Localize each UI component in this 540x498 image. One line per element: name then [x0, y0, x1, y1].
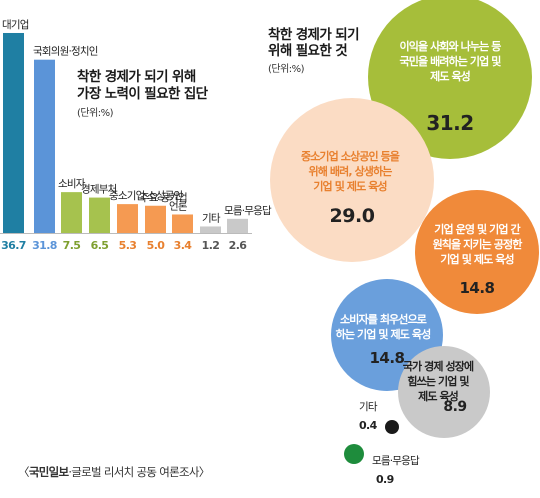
bar-chart: 대기업 36.7 국회의원·정치인 31.8 소비자 7.5 경제부처 6.5 중소기업·소상공…: [0, 18, 273, 252]
bar-category-label: 기타: [202, 212, 221, 224]
bubble: [398, 346, 490, 438]
bubble-value: 14.8: [369, 349, 404, 367]
bar: [34, 59, 55, 233]
bar-category-label: 주요 공기업: [140, 191, 187, 204]
bar: [61, 192, 82, 233]
source-text: 〈국민일보·글로벌 리서치 공동 여론조사〉: [18, 465, 210, 479]
bubble-label: 이익을 사회와 나누는 등 국민을 배려하는 기업 및 제도 육성: [400, 39, 502, 83]
bar-category-label: 국회의원·정치인: [33, 46, 98, 58]
bar-value-label: 5.0: [147, 239, 166, 252]
bubble-value: 0.4: [359, 419, 378, 432]
bar: [227, 218, 248, 233]
bubble: [415, 190, 539, 314]
source-note: 〈국민일보·글로벌 리서치 공동 여론조사〉: [18, 465, 210, 479]
bar-value-label: 36.7: [1, 239, 26, 252]
bar: [117, 204, 138, 233]
bar-value-label: 7.5: [63, 239, 81, 252]
bar-category-label: 경제부처: [81, 183, 117, 196]
bubble: [344, 444, 364, 464]
bubble-label: 중소기업 소상공인 등을 위해 배려, 상생하는 기업 및 제도 육성: [301, 149, 400, 193]
bubble: [385, 420, 399, 434]
bubble-label: 국가 경제 성장에 힘쓰는 기업 및 제도 육성: [403, 359, 474, 403]
bubble: [368, 0, 532, 159]
bar-chart-title: 착한 경제가 되기 위해 가장 노력이 필요한 집단: [77, 68, 209, 102]
bubble-label: 기타: [359, 401, 378, 413]
source-rest: ·글로벌 리서치 공동 여론조사: [68, 465, 200, 479]
bubble-value: 31.2: [426, 111, 473, 135]
bar-value-label: 31.8: [32, 239, 57, 252]
bar-category-label: 언론: [169, 200, 188, 212]
bar-value-label: 2.6: [229, 239, 248, 252]
bubble-value: 29.0: [330, 205, 375, 227]
bubble-label: 모름·무응답: [372, 455, 420, 467]
bubble-chart-title-text: 착한 경제가 되기 위해 필요한 것: [268, 26, 359, 59]
bar-value-label: 6.5: [91, 239, 109, 252]
bar-category-label: 대기업: [2, 18, 29, 31]
bar-category-label: 소비자: [58, 178, 86, 190]
bubble-label: 기업 운영 및 기업 간 원칙을 지키는 공정한 기업 및 제도 육성: [433, 222, 523, 266]
bar-chart-unit: (단위:%): [77, 106, 114, 119]
bubble-label: 소비자를 최우선으로 하는 기업 및 제도 육성: [336, 312, 431, 341]
source-brand: 국민일보: [29, 465, 70, 479]
bar: [145, 205, 166, 233]
bar-chart-title-text: 착한 경제가 되기 위해 가장 노력이 필요한 집단: [77, 68, 209, 102]
bar-value-label: 1.2: [202, 239, 220, 252]
bubble: [270, 98, 434, 262]
bubble-chart-title: 착한 경제가 되기 위해 필요한 것: [268, 26, 360, 59]
bar-category-label: 모름·무응답: [224, 205, 272, 217]
bar: [172, 214, 193, 233]
bubble-value: 0.9: [376, 473, 394, 486]
bubble-value: 14.8: [459, 279, 494, 297]
bar-category-label: 중소기업·소상공인: [109, 189, 183, 202]
bubble-chart-unit: (단위:%): [268, 62, 305, 75]
bar-value-label: 5.3: [119, 239, 137, 252]
bubble-value: 8.9: [443, 399, 466, 415]
bar: [200, 226, 221, 233]
bubble-chart: 이익을 사회와 나누는 등 국민을 배려하는 기업 및 제도 육성 31.2 중소기업 …: [270, 0, 539, 486]
bar: [89, 197, 110, 233]
bar: [3, 32, 24, 233]
bar-value-label: 3.4: [174, 239, 193, 252]
